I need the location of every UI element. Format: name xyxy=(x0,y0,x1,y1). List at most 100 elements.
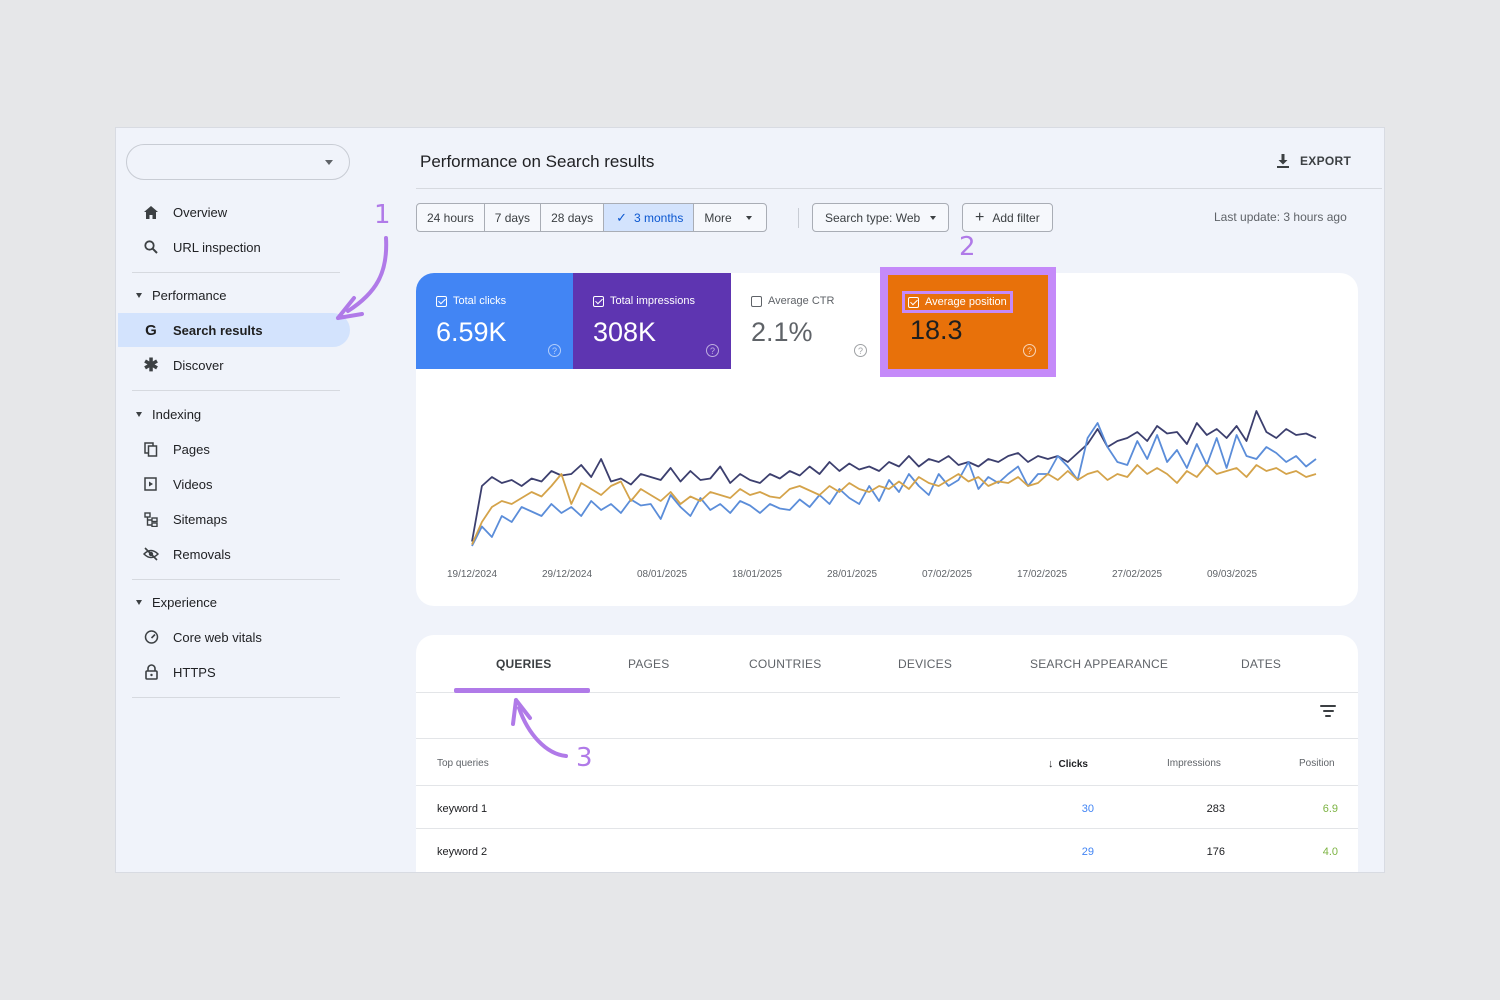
search-type-dropdown[interactable]: Search type: Web xyxy=(812,203,950,232)
tab-dates[interactable]: DATES xyxy=(1241,657,1282,671)
position-cell: 4.0 xyxy=(1322,846,1338,858)
video-icon xyxy=(143,476,159,492)
annotation-number-2: 2 xyxy=(959,232,976,262)
export-button[interactable]: EXPORT xyxy=(1276,151,1351,171)
annotation-number-3: 3 xyxy=(576,743,593,773)
property-selector[interactable] xyxy=(126,144,350,180)
x-tick-label: 08/01/2025 xyxy=(637,569,687,580)
metric-value: 18.3 xyxy=(910,315,963,345)
expand-triangle-icon xyxy=(136,599,142,605)
tab-countries[interactable]: COUNTRIES xyxy=(749,657,822,671)
metric-label: Total impressions xyxy=(610,295,695,307)
tab-search-appearance[interactable]: SEARCH APPEARANCE xyxy=(1030,657,1169,671)
date-range-label: 24 hours xyxy=(427,210,474,225)
performance-chart-card: Total clicks 6.59K ? Total impressions 3… xyxy=(416,273,1358,606)
tab-devices[interactable]: DEVICES xyxy=(898,657,953,671)
metric-value: 6.59K xyxy=(436,317,507,347)
metric-label-row: Average position xyxy=(902,291,1013,313)
column-header-position[interactable]: Position xyxy=(1299,758,1335,769)
sidebar-item-sitemaps[interactable]: Sitemaps xyxy=(118,502,350,536)
plus-icon: + xyxy=(975,208,985,226)
date-range-28-days[interactable]: 28 days xyxy=(541,204,605,231)
checkbox-checked-icon xyxy=(436,295,447,307)
date-range-7-days[interactable]: 7 days xyxy=(485,204,542,231)
help-icon[interactable]: ? xyxy=(548,344,561,357)
sidebar-section-indexing[interactable]: Indexing xyxy=(136,404,201,424)
impressions-cell: 283 xyxy=(1206,803,1225,815)
tab-pages[interactable]: PAGES xyxy=(628,657,670,671)
metric-label: Total clicks xyxy=(453,295,507,307)
metric-average-ctr[interactable]: Average CTR 2.1% ? xyxy=(731,273,879,369)
date-range-more-dropdown[interactable]: More xyxy=(694,204,765,231)
metric-value: 2.1% xyxy=(751,317,813,347)
x-tick-label: 17/02/2025 xyxy=(1017,569,1067,580)
active-tab-indicator xyxy=(454,688,590,693)
chart-series-group xyxy=(471,410,1317,547)
sidebar-section-experience[interactable]: Experience xyxy=(136,592,217,612)
expand-triangle-icon xyxy=(136,292,142,298)
sidebar-item-removals[interactable]: Removals xyxy=(118,537,350,571)
sidebar-section-performance[interactable]: Performance xyxy=(136,285,226,305)
asterisk-icon: ✱ xyxy=(143,354,159,375)
chart-series-line-3 xyxy=(471,464,1317,545)
metric-label: Average position xyxy=(925,296,1007,308)
row-divider xyxy=(416,785,1358,786)
checkmark-icon: ✓ xyxy=(616,209,627,225)
add-filter-label: Add filter xyxy=(992,210,1040,225)
sidebar-item-url-inspection[interactable]: URL inspection xyxy=(118,230,350,264)
header-divider xyxy=(416,188,1382,189)
toolbar-divider xyxy=(416,738,1358,739)
page-title: Performance on Search results xyxy=(420,152,655,171)
sidebar-divider xyxy=(132,390,340,391)
sidebar-item-label: Videos xyxy=(173,476,213,492)
sidebar-item-label: Discover xyxy=(173,357,224,373)
metric-label: Average CTR xyxy=(768,295,835,307)
sidebar-item-discover[interactable]: ✱ Discover xyxy=(118,348,350,382)
checkbox-checked-icon xyxy=(593,295,604,307)
sidebar-item-pages[interactable]: Pages xyxy=(118,432,350,466)
help-icon[interactable]: ? xyxy=(706,344,719,357)
x-tick-label: 19/12/2024 xyxy=(447,569,497,580)
section-label: Indexing xyxy=(152,406,202,422)
date-range-label: 7 days xyxy=(494,210,531,225)
metric-label-row: Total impressions xyxy=(593,295,695,307)
clicks-cell: 30 xyxy=(1081,803,1094,815)
tab-queries[interactable]: QUERIES xyxy=(496,657,552,671)
clicks-cell: 29 xyxy=(1081,846,1094,858)
date-range-24-hours[interactable]: 24 hours xyxy=(417,204,485,231)
metric-label-row: Total clicks xyxy=(436,295,506,307)
search-type-label: Search type: Web xyxy=(825,210,921,225)
sidebar-item-core-web-vitals[interactable]: Core web vitals xyxy=(118,620,350,654)
google-g-icon: G xyxy=(145,321,157,339)
sidebar-item-videos[interactable]: Videos xyxy=(118,467,350,501)
date-range-3-months[interactable]: ✓ 3 months xyxy=(604,204,695,231)
sidebar-divider xyxy=(132,272,340,273)
metric-total-impressions[interactable]: Total impressions 308K ? xyxy=(573,273,731,369)
search-console-window: Overview URL inspection Performance G Se… xyxy=(115,127,1385,873)
sidebar-item-https[interactable]: HTTPS xyxy=(118,655,350,689)
sitemap-icon xyxy=(143,511,159,527)
sidebar-item-label: URL inspection xyxy=(173,239,261,255)
filter-rows-icon[interactable] xyxy=(1320,705,1336,719)
metric-total-clicks[interactable]: Total clicks 6.59K ? xyxy=(416,273,573,369)
row-divider xyxy=(416,828,1358,829)
help-icon[interactable]: ? xyxy=(1023,344,1036,357)
performance-line-chart: 19/12/2024 29/12/2024 08/01/2025 18/01/2025… xyxy=(447,410,1317,580)
impressions-cell: 176 xyxy=(1206,846,1225,858)
export-label: EXPORT xyxy=(1300,154,1352,168)
sidebar-item-label: Core web vitals xyxy=(173,629,262,645)
metric-average-position[interactable]: Average position 18.3 ? xyxy=(880,267,1056,377)
x-tick-label: 07/02/2025 xyxy=(922,569,972,580)
position-cell: 6.9 xyxy=(1322,803,1338,815)
x-tick-label: 27/02/2025 xyxy=(1112,569,1162,580)
column-header-clicks[interactable]: ↓ Clicks xyxy=(1048,758,1088,770)
sidebar-item-label: Overview xyxy=(173,204,228,220)
sidebar-item-search-results[interactable]: G Search results xyxy=(118,313,350,347)
chart-x-axis: 19/12/2024 29/12/2024 08/01/2025 18/01/2025… xyxy=(447,569,1257,580)
column-header-impressions[interactable]: Impressions xyxy=(1167,758,1221,769)
chevron-down-icon xyxy=(930,215,937,220)
sidebar-item-overview[interactable]: Overview xyxy=(118,195,350,229)
add-filter-button[interactable]: + Add filter xyxy=(962,203,1053,232)
help-icon[interactable]: ? xyxy=(854,344,867,357)
column-header-label: Clicks xyxy=(1058,759,1088,770)
